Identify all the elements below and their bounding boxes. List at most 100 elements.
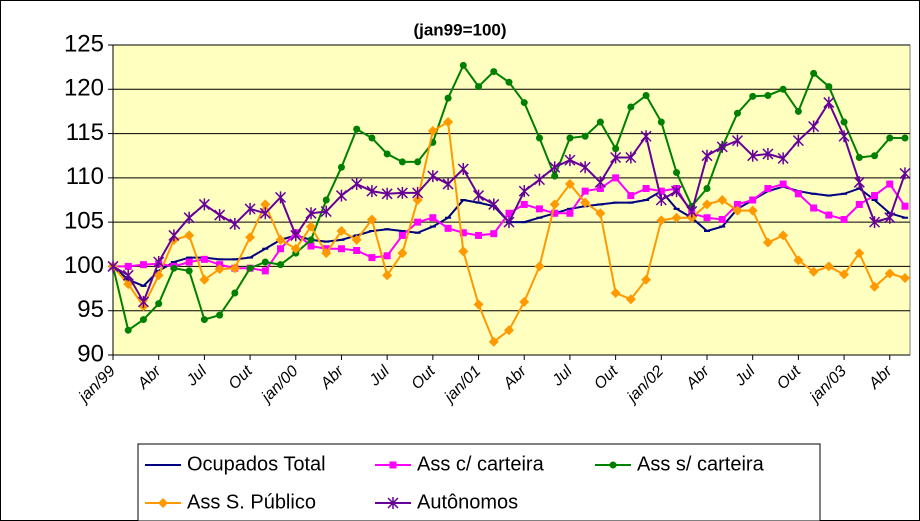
legend-label: Ocupados Total bbox=[187, 453, 326, 475]
marker bbox=[581, 132, 589, 140]
marker bbox=[459, 61, 467, 69]
marker bbox=[200, 316, 208, 324]
marker bbox=[655, 194, 667, 206]
marker bbox=[625, 294, 636, 305]
marker bbox=[214, 209, 226, 222]
marker bbox=[473, 189, 485, 202]
marker bbox=[747, 205, 758, 216]
marker bbox=[825, 211, 833, 219]
marker bbox=[184, 230, 195, 241]
marker bbox=[792, 134, 804, 147]
marker bbox=[549, 199, 560, 210]
marker bbox=[305, 207, 317, 220]
marker bbox=[199, 274, 210, 285]
marker bbox=[657, 118, 665, 126]
marker bbox=[183, 211, 195, 224]
marker bbox=[457, 163, 469, 175]
y-tick-label: 105 bbox=[64, 207, 104, 234]
marker bbox=[504, 325, 514, 336]
marker bbox=[473, 299, 484, 310]
marker bbox=[490, 230, 498, 238]
marker bbox=[414, 158, 422, 166]
marker bbox=[412, 195, 423, 205]
marker bbox=[137, 295, 149, 308]
marker bbox=[549, 161, 561, 174]
marker bbox=[777, 152, 789, 165]
marker bbox=[337, 245, 345, 253]
marker bbox=[642, 91, 650, 99]
marker bbox=[351, 234, 362, 245]
marker bbox=[793, 255, 804, 266]
marker bbox=[627, 192, 635, 200]
marker bbox=[779, 180, 787, 188]
marker bbox=[808, 120, 820, 133]
marker bbox=[855, 200, 863, 208]
marker bbox=[594, 176, 606, 189]
marker bbox=[398, 231, 406, 239]
marker bbox=[259, 207, 271, 220]
marker bbox=[564, 179, 575, 190]
marker bbox=[429, 214, 437, 222]
marker bbox=[853, 176, 865, 189]
marker bbox=[398, 158, 406, 166]
marker bbox=[701, 149, 713, 162]
marker bbox=[389, 461, 397, 469]
legend-label: Autônomos bbox=[417, 491, 518, 513]
marker bbox=[535, 205, 543, 213]
marker bbox=[307, 242, 315, 250]
marker bbox=[124, 262, 132, 270]
marker bbox=[794, 190, 802, 198]
marker bbox=[277, 261, 285, 269]
marker bbox=[810, 204, 818, 212]
marker bbox=[825, 83, 833, 91]
marker bbox=[490, 68, 498, 76]
marker bbox=[823, 261, 834, 272]
marker bbox=[168, 229, 180, 242]
marker bbox=[505, 78, 513, 86]
marker bbox=[612, 145, 620, 153]
marker bbox=[475, 83, 483, 91]
y-tick-label: 90 bbox=[77, 340, 104, 367]
marker bbox=[387, 497, 399, 509]
marker bbox=[381, 187, 393, 200]
marker bbox=[901, 134, 909, 142]
marker bbox=[595, 208, 606, 219]
marker bbox=[519, 296, 530, 307]
marker bbox=[383, 150, 391, 158]
marker bbox=[886, 180, 894, 188]
marker bbox=[158, 498, 168, 508]
marker bbox=[412, 186, 424, 199]
marker bbox=[535, 134, 543, 142]
marker bbox=[533, 173, 545, 186]
marker bbox=[551, 209, 559, 217]
y-tick-label: 95 bbox=[77, 296, 104, 323]
marker bbox=[443, 117, 454, 128]
marker bbox=[869, 216, 881, 229]
y-tick-label: 100 bbox=[64, 252, 104, 279]
marker bbox=[366, 185, 378, 198]
marker bbox=[716, 140, 728, 153]
marker bbox=[901, 202, 909, 210]
marker bbox=[307, 236, 315, 244]
marker bbox=[762, 147, 774, 160]
marker bbox=[155, 300, 163, 308]
marker bbox=[534, 261, 545, 272]
marker bbox=[185, 267, 193, 275]
marker bbox=[671, 212, 682, 223]
marker bbox=[840, 215, 848, 223]
marker bbox=[764, 91, 772, 99]
marker bbox=[686, 205, 698, 218]
marker bbox=[566, 134, 574, 142]
marker bbox=[459, 229, 467, 237]
marker bbox=[627, 103, 635, 111]
marker bbox=[122, 269, 134, 282]
marker bbox=[747, 149, 759, 162]
marker bbox=[731, 134, 743, 147]
marker bbox=[610, 151, 622, 164]
marker bbox=[732, 205, 743, 216]
marker bbox=[625, 151, 637, 164]
marker bbox=[306, 221, 316, 232]
marker bbox=[320, 205, 332, 218]
marker bbox=[153, 256, 165, 268]
